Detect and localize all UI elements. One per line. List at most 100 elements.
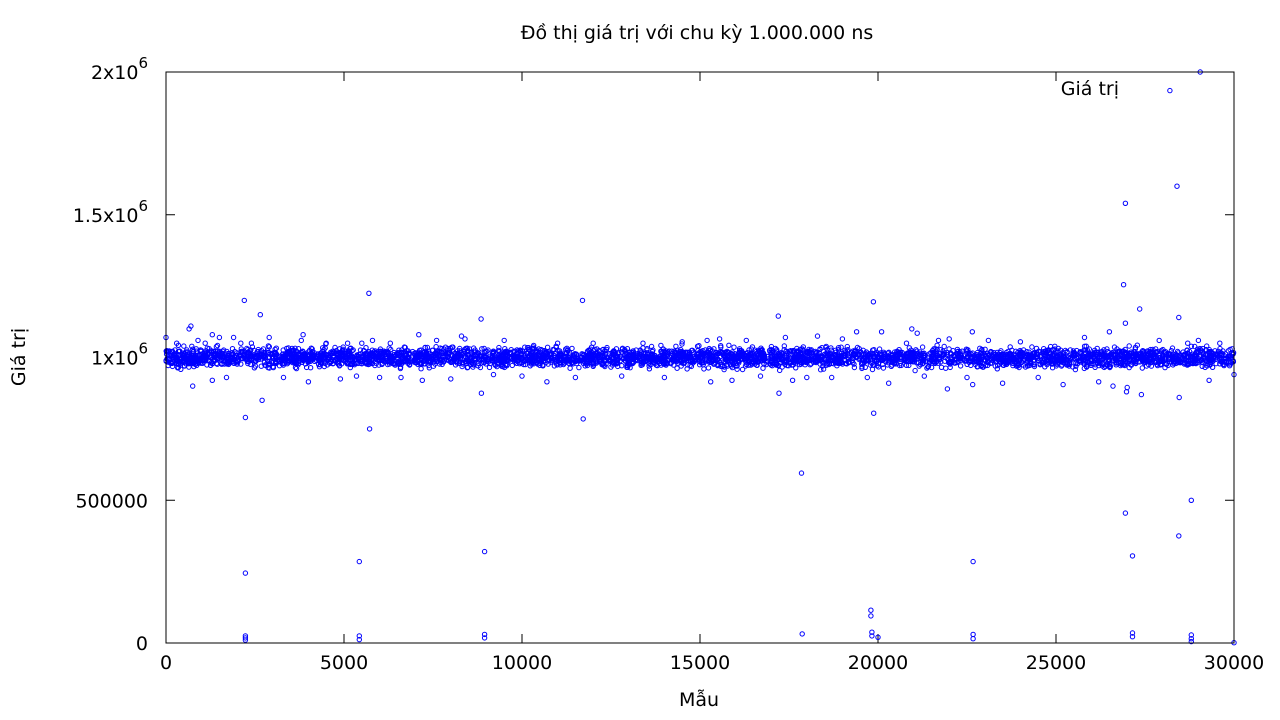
data-point: [546, 357, 552, 363]
data-point: [419, 355, 426, 362]
data-point: [376, 374, 383, 381]
data-point: [391, 349, 397, 356]
data-point: [553, 343, 559, 349]
data-point: [279, 361, 285, 367]
data-point: [903, 340, 910, 346]
data-point: [759, 349, 765, 356]
data-point: [775, 363, 782, 369]
data-point: [782, 361, 788, 367]
data-point: [434, 358, 440, 365]
data-point: [829, 374, 835, 381]
data-point: [707, 350, 713, 357]
chart-title: Đồ thị giá trị với chu kỳ 1.000.000 ns: [521, 22, 874, 44]
data-point: [684, 349, 691, 355]
data-point: [901, 356, 908, 362]
data-point: [452, 362, 459, 368]
data-point: [1176, 394, 1182, 401]
data-point: [939, 353, 945, 360]
data-point: [865, 358, 872, 364]
data-point: [490, 350, 497, 356]
data-point: [478, 390, 485, 396]
data-point: [824, 349, 830, 355]
data-point: [442, 350, 448, 356]
data-point: [195, 337, 201, 344]
y-tick-label-exponent: 6: [138, 54, 148, 72]
data-point: [970, 631, 976, 638]
y-tick-label-exponent: 6: [138, 340, 148, 358]
data-point: [1148, 351, 1154, 357]
data-point: [823, 345, 829, 351]
data-point: [1191, 353, 1197, 359]
data-point: [472, 347, 478, 353]
data-point: [387, 340, 393, 346]
data-point: [854, 344, 861, 351]
data-point: [1153, 346, 1159, 352]
data-point: [527, 363, 533, 369]
data-point: [357, 351, 364, 357]
data-point: [289, 345, 295, 352]
data-point: [1176, 314, 1182, 321]
data-point: [257, 312, 263, 318]
data-point: [835, 345, 842, 351]
data-point: [646, 363, 652, 369]
data-point: [716, 350, 722, 357]
data-point: [798, 470, 805, 476]
data-point: [572, 374, 579, 381]
data-point: [206, 357, 213, 363]
data-point: [775, 313, 781, 319]
data-point: [379, 360, 386, 366]
data-point: [718, 363, 724, 369]
data-point: [615, 356, 621, 363]
data-point: [757, 373, 764, 379]
data-point: [174, 340, 180, 346]
data-point: [1007, 350, 1013, 357]
data-point: [691, 358, 698, 365]
data-point: [353, 373, 360, 379]
data-point: [478, 316, 484, 322]
data-point: [912, 367, 918, 374]
data-point: [301, 352, 307, 358]
data-point: [835, 360, 841, 366]
data-point: [696, 343, 702, 349]
data-point: [1120, 355, 1126, 361]
data-point: [657, 357, 663, 363]
data-point: [1120, 348, 1127, 354]
data-point: [207, 362, 214, 368]
data-point: [426, 365, 432, 371]
data-point: [921, 357, 927, 363]
data-point: [576, 364, 582, 371]
data-point: [532, 357, 538, 363]
data-point: [558, 352, 564, 359]
data-point: [303, 364, 310, 371]
data-point: [368, 360, 374, 366]
data-point: [674, 365, 680, 371]
data-point: [870, 347, 876, 353]
data-point: [875, 634, 881, 640]
data-point: [305, 379, 312, 385]
data-point: [947, 358, 953, 364]
data-point: [1197, 357, 1203, 364]
data-point: [570, 361, 576, 367]
data-point: [1118, 360, 1124, 366]
data-point: [869, 629, 875, 635]
data-point: [776, 354, 782, 360]
data-point: [481, 349, 488, 355]
data-point: [1042, 364, 1048, 370]
data-point: [1073, 360, 1079, 366]
data-point: [593, 357, 599, 363]
data-point: [296, 355, 302, 361]
data-point: [395, 361, 402, 367]
data-point: [864, 374, 870, 381]
data-point: [909, 357, 915, 364]
data-point: [238, 340, 244, 346]
data-point: [481, 548, 488, 555]
data-point: [198, 348, 204, 355]
data-point: [221, 347, 227, 353]
data-point: [878, 357, 884, 363]
data-point: [209, 332, 216, 338]
data-point: [1012, 354, 1019, 361]
data-point: [219, 361, 225, 367]
data-point: [1188, 632, 1195, 638]
data-point: [706, 359, 713, 365]
data-point: [166, 349, 172, 355]
